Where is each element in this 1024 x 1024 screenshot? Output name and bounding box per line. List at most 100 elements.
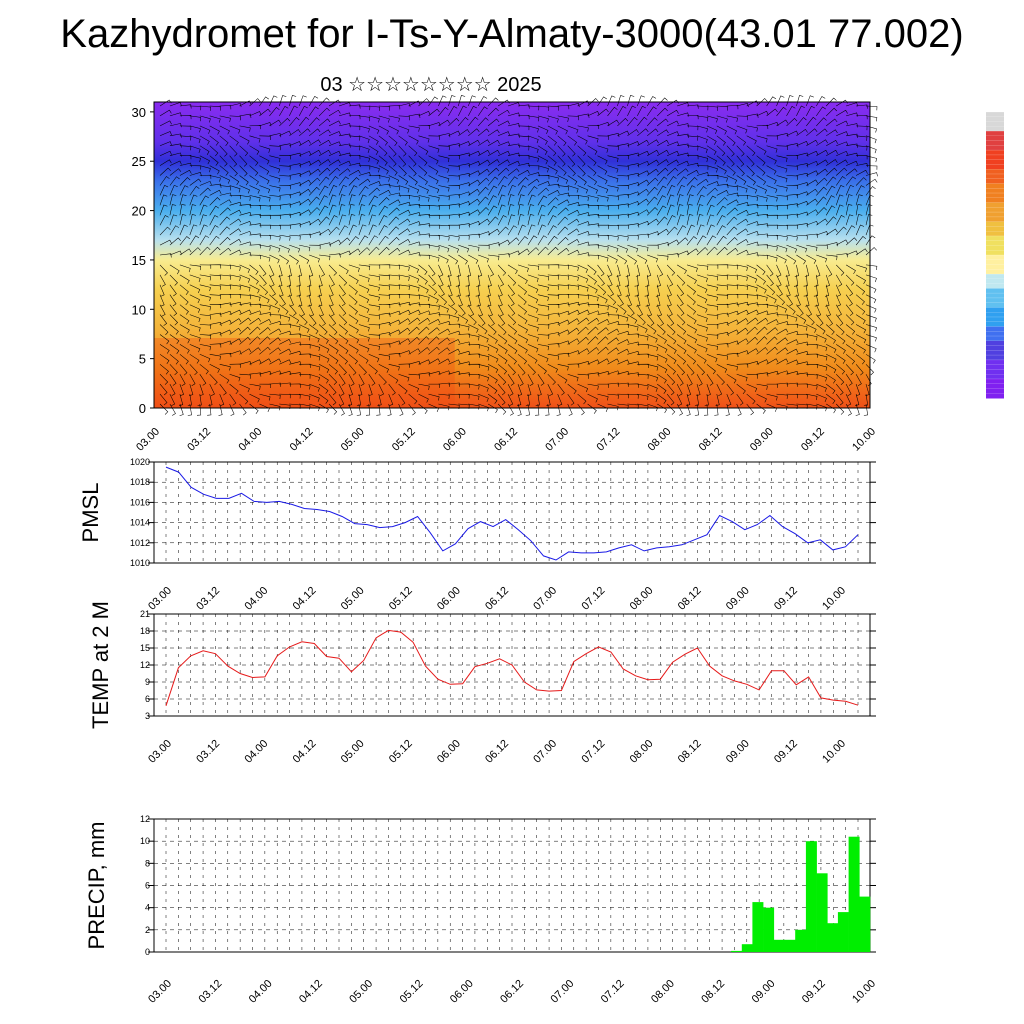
wind-barb <box>189 374 196 386</box>
wind-barb <box>726 105 739 110</box>
wind-barb <box>199 145 210 155</box>
wind-barb <box>825 304 831 317</box>
wind-barb <box>836 334 846 345</box>
wind-barb <box>617 165 629 171</box>
wind-barb <box>756 347 768 355</box>
wind-barb <box>825 314 833 327</box>
wind-barb <box>209 105 221 111</box>
wind-barb <box>487 216 499 226</box>
wind-barb <box>836 374 845 385</box>
wind-barb <box>796 152 809 157</box>
wind-barb <box>627 172 640 178</box>
wind-barb <box>667 141 680 146</box>
wind-barb <box>647 364 659 371</box>
wind-barb <box>607 254 618 264</box>
wind-barb <box>279 254 289 265</box>
temp-y-tick-label: 15 <box>140 643 150 653</box>
wind-barb <box>239 284 251 292</box>
wind-barb <box>816 383 827 392</box>
wind-barb <box>587 403 597 414</box>
wind-barb <box>328 314 337 326</box>
wind-barb <box>468 139 480 146</box>
wind-barb <box>855 248 868 256</box>
wind-barb <box>286 274 292 287</box>
wind-barb <box>408 348 421 355</box>
wind-barb <box>279 323 291 328</box>
wind-barb <box>814 274 819 287</box>
wind-barb <box>557 105 570 110</box>
wind-barb <box>388 145 397 157</box>
wind-barb <box>378 225 388 236</box>
wind-barb <box>826 159 838 166</box>
wind-barb <box>627 324 639 331</box>
colorbar-segment <box>986 121 1004 127</box>
y-tick-label: 20 <box>132 204 146 219</box>
wind-barb <box>756 274 766 285</box>
wind-barb <box>308 264 314 277</box>
wind-barb <box>299 363 311 368</box>
wind-barb <box>378 294 391 300</box>
wind-barb <box>487 176 499 186</box>
wind-barb <box>189 384 194 396</box>
wind-barb <box>637 363 649 368</box>
wind-barb <box>855 344 866 354</box>
wind-barb <box>557 274 569 280</box>
colorbar-segment <box>986 178 1004 184</box>
wind-barb <box>736 165 745 177</box>
wind-barb <box>607 244 619 253</box>
colorbar-segment <box>986 173 1004 180</box>
wind-barb <box>756 155 766 166</box>
wind-barb <box>199 344 211 351</box>
wind-barb <box>577 155 586 167</box>
wind-barb <box>666 226 678 236</box>
wind-barb <box>627 254 637 265</box>
wind-barb <box>796 350 809 356</box>
wind-barb <box>169 274 178 286</box>
wind-barb <box>865 384 870 396</box>
wind-barb <box>776 337 788 345</box>
wind-barb <box>448 294 455 307</box>
wind-barb <box>607 95 616 107</box>
wind-barb <box>428 96 439 107</box>
wind-barb <box>716 274 729 280</box>
wind-barb <box>249 185 260 194</box>
wind-barb <box>209 374 218 386</box>
wind-barb <box>696 334 708 342</box>
wind-barb <box>368 115 380 123</box>
wind-barb <box>348 194 356 206</box>
wind-barb <box>448 304 458 315</box>
wind-barb <box>199 334 212 340</box>
y-tick-label: 0 <box>139 401 146 416</box>
wind-barb <box>318 264 325 277</box>
wind-barb <box>676 304 685 316</box>
wind-barb <box>269 304 280 313</box>
wind-barb <box>507 364 516 376</box>
wind-barb <box>398 175 409 185</box>
wind-barb <box>438 175 450 183</box>
wind-barb <box>786 234 798 241</box>
wind-barb <box>736 228 749 236</box>
wind-barb <box>577 317 590 325</box>
wind-barb <box>856 264 867 272</box>
wind-barb <box>507 393 514 406</box>
wind-barb <box>756 326 768 335</box>
wind-barb <box>845 237 858 246</box>
wind-barb <box>438 403 450 411</box>
wind-barb <box>577 185 589 194</box>
wind-barb <box>716 125 727 135</box>
wind-barb <box>557 135 567 146</box>
wind-barb <box>806 95 814 107</box>
wind-barb <box>209 274 221 280</box>
wind-barb <box>179 185 189 196</box>
wind-barb <box>487 264 494 277</box>
wind-barb <box>736 393 744 406</box>
wind-barb <box>587 214 600 219</box>
wind-barb <box>318 304 324 317</box>
wind-barb <box>865 364 874 376</box>
wind-barb <box>855 284 866 295</box>
wind-barb <box>627 141 640 146</box>
wind-barb <box>279 118 291 127</box>
wind-barb <box>219 274 231 280</box>
wind-barb <box>259 96 269 107</box>
wind-barb <box>706 125 718 135</box>
